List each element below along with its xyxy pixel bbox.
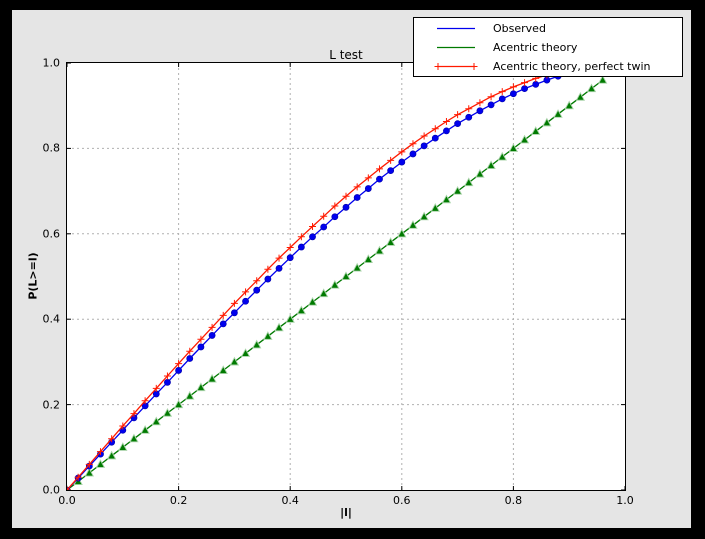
legend-line-sample-blue: [437, 27, 475, 29]
x-axis-label: |l|: [340, 506, 352, 519]
chart-canvas: [62, 60, 626, 494]
figure-canvas: L test P(L>=l) |l| 0.0 0.2 0.4 0.6 0.8 1.0 0.0…: [12, 10, 691, 528]
series-markers-0: [63, 62, 607, 494]
legend-label: Acentric theory, perfect twin: [493, 59, 651, 73]
series-markers-2: [63, 60, 607, 494]
chart-title: L test: [329, 48, 363, 62]
series-line-2: [66, 63, 603, 491]
x-tick-label: 0.6: [393, 494, 411, 507]
legend-item-observed: Observed: [414, 19, 682, 38]
y-tick-label: 0.6: [42, 227, 61, 241]
y-tick-label: 0.2: [42, 398, 61, 412]
x-tick-label: 0.0: [58, 494, 76, 507]
x-tick-label: 0.8: [504, 494, 523, 507]
y-tick-label: 1.0: [42, 56, 61, 70]
plot-area: [62, 60, 626, 494]
legend: Observed Acentric theory Acentric theory…: [413, 17, 683, 77]
x-tick-label: 1.0: [616, 494, 634, 507]
y-tick-label: 0.8: [42, 141, 61, 155]
y-tick-label: 0.0: [42, 483, 61, 497]
series-markers-1: [62, 74, 608, 494]
y-axis-label: P(L>=l): [26, 252, 40, 300]
y-tick-label: 0.4: [42, 312, 61, 326]
legend-label: Acentric theory: [493, 40, 578, 54]
legend-item-acentric-theory: Acentric theory: [414, 38, 682, 57]
series-line-0: [66, 64, 603, 491]
legend-line-sample-green: [437, 46, 475, 48]
legend-item-perfect-twin: Acentric theory, perfect twin: [414, 57, 682, 76]
legend-line-sample-red: [434, 62, 478, 70]
legend-label: Observed: [493, 21, 546, 35]
x-tick-label: 0.4: [281, 494, 299, 507]
x-tick-label: 0.2: [169, 494, 188, 507]
